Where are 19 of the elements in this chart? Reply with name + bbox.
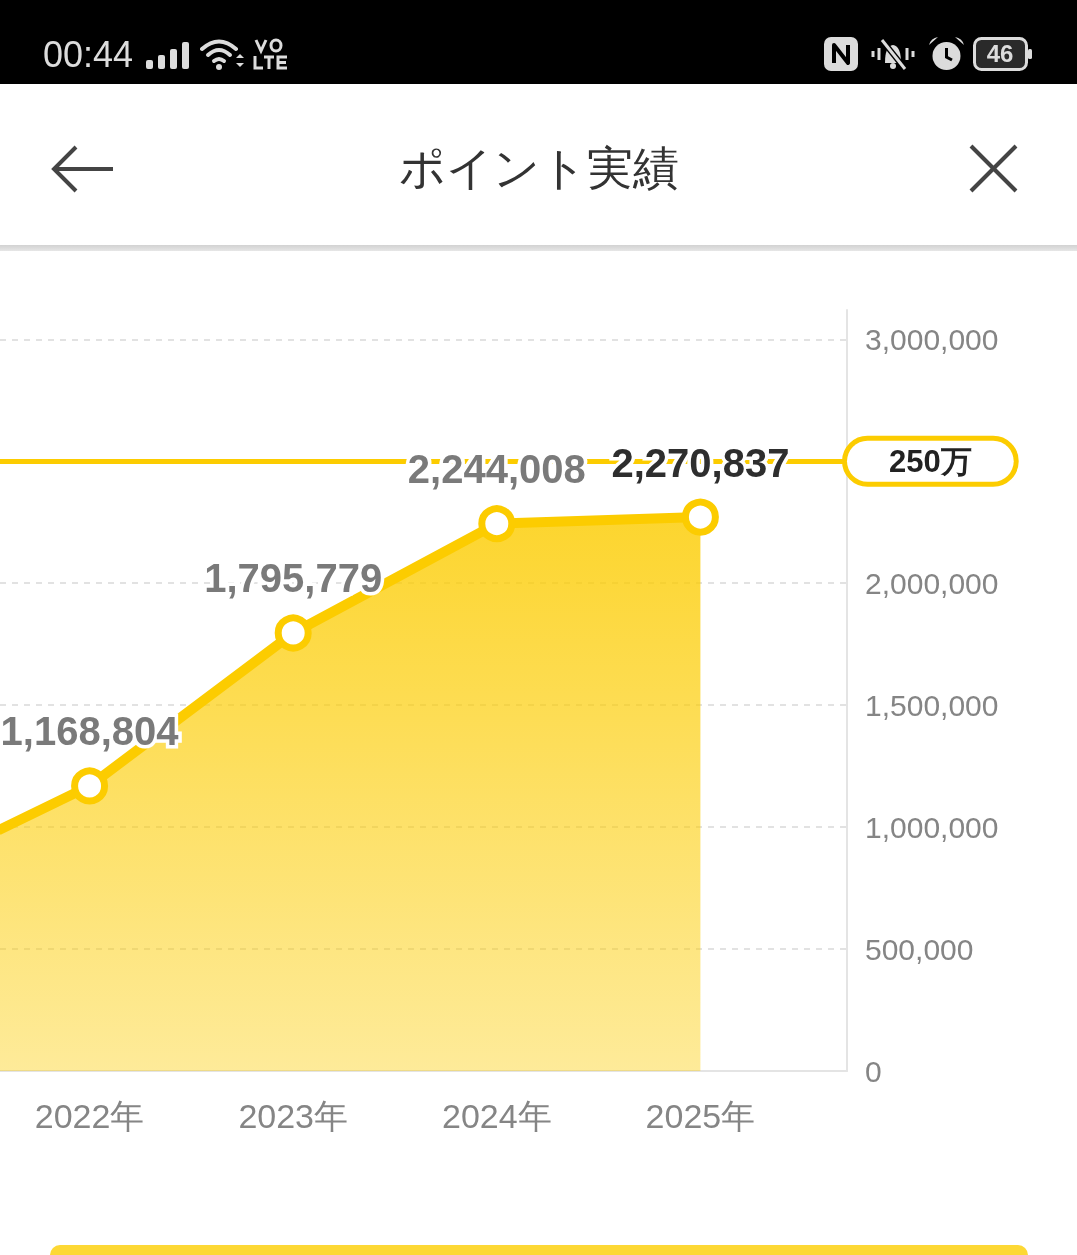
point <box>274 614 312 652</box>
x-tick-label: 2023年 <box>238 1097 349 1135</box>
y-tick-label: 3,000,000 <box>865 322 999 356</box>
text: 00:44 <box>43 34 134 75</box>
x-tick-label: 2025年 <box>645 1097 756 1135</box>
point <box>681 498 719 536</box>
ref-line-label: 250万 <box>889 443 972 479</box>
y-tick-label: 2,000,000 <box>865 566 999 600</box>
y-tick-label: 1,000,000 <box>865 810 999 844</box>
x-tick-label: 2022年 <box>34 1097 145 1135</box>
y-tick-label: 0 <box>865 1054 882 1088</box>
y-tick-label: 500,000 <box>865 932 974 966</box>
point <box>478 505 516 543</box>
x-tick-label: 2024年 <box>441 1097 552 1135</box>
chart-title: ポイント実績 <box>397 140 680 196</box>
text: 46 <box>975 40 1025 68</box>
y-tick-label: 1,500,000 <box>865 688 999 722</box>
data-label: 1,795,779 <box>204 556 383 601</box>
point <box>71 767 109 805</box>
